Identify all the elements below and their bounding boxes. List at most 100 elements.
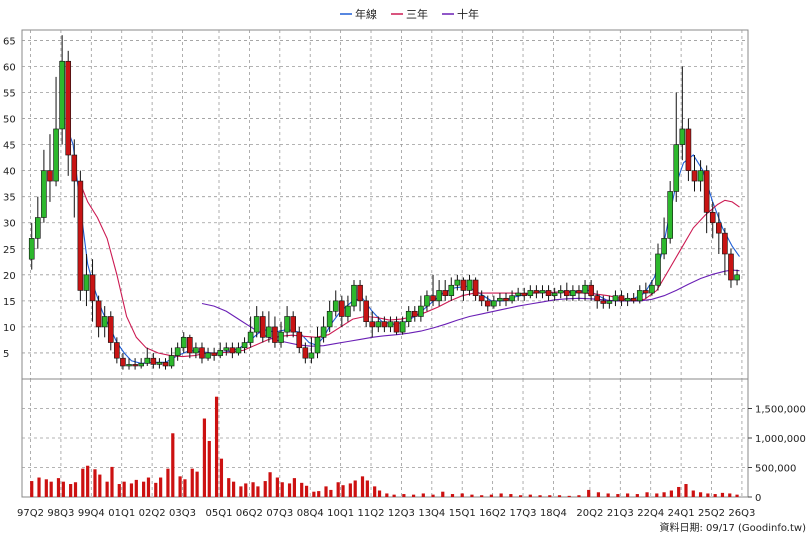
candle-body bbox=[533, 290, 540, 294]
price-plot-area bbox=[21, 29, 749, 380]
volume-bar bbox=[275, 477, 279, 497]
x-tick-label: 11Q2 bbox=[358, 508, 385, 519]
volume-bar bbox=[268, 472, 272, 497]
chart-legend: 年線 三年 十年 bbox=[340, 7, 479, 21]
candle-body bbox=[539, 290, 546, 294]
price-grid bbox=[22, 30, 748, 379]
volume-bar bbox=[728, 493, 732, 497]
candle-body bbox=[655, 253, 661, 286]
x-tick-label: 18Q4 bbox=[540, 508, 567, 519]
ma-line-十年 bbox=[201, 269, 740, 347]
candle-body bbox=[302, 347, 309, 359]
candle-body bbox=[241, 342, 248, 349]
candle-body bbox=[430, 295, 436, 302]
volume-bar bbox=[178, 476, 182, 497]
candle-body bbox=[162, 362, 169, 367]
candle-body bbox=[399, 321, 406, 333]
volume-bar bbox=[606, 493, 610, 497]
candle-body bbox=[205, 352, 211, 359]
candle-body bbox=[497, 297, 503, 302]
candle-body bbox=[296, 331, 303, 349]
x-tick-label: 12Q3 bbox=[388, 508, 415, 519]
x-tick-label: 98Q3 bbox=[47, 508, 74, 519]
candle-body bbox=[564, 290, 570, 296]
candle-body bbox=[326, 310, 333, 328]
volume-tick-label: 1,500,000 bbox=[755, 405, 806, 416]
candle-body bbox=[624, 297, 631, 302]
candle-body bbox=[229, 347, 236, 354]
volume-bar bbox=[129, 483, 134, 497]
candle-body bbox=[436, 290, 442, 302]
candle-body bbox=[53, 128, 59, 182]
volume-bar bbox=[93, 469, 97, 497]
x-tick-label: 17Q3 bbox=[510, 508, 537, 519]
volume-bar bbox=[341, 485, 345, 497]
volume-bars bbox=[30, 396, 739, 497]
volume-bar bbox=[312, 491, 316, 497]
volume-bar bbox=[56, 478, 61, 497]
volume-bar bbox=[300, 482, 304, 497]
candle-body bbox=[381, 321, 388, 328]
candle-body bbox=[120, 357, 126, 367]
candle-body bbox=[59, 60, 65, 130]
candle-body bbox=[332, 300, 339, 312]
legend-label: 三年 bbox=[406, 7, 428, 21]
volume-bar bbox=[69, 484, 73, 497]
candle-body bbox=[351, 284, 357, 307]
candle-body bbox=[193, 347, 199, 354]
candle-body bbox=[630, 297, 637, 302]
candle-body bbox=[551, 292, 558, 296]
volume-bar bbox=[202, 418, 207, 497]
volume-bar bbox=[336, 482, 340, 497]
volume-bar bbox=[81, 468, 85, 497]
volume-bar bbox=[655, 493, 659, 497]
x-tick-label: 07Q3 bbox=[266, 508, 293, 519]
price-tick-label: 40 bbox=[3, 167, 16, 178]
volume-bar bbox=[37, 477, 41, 497]
volume-bar bbox=[324, 486, 328, 497]
price-tick-label: 5 bbox=[3, 349, 9, 360]
candle-body bbox=[709, 212, 716, 224]
x-tick-label: 99Q4 bbox=[78, 508, 105, 519]
candle-body bbox=[716, 222, 722, 234]
price-panel: 5 10 15 20 25 30 35 40 45 50 55 60 65 bbox=[3, 29, 749, 380]
candle-body bbox=[673, 144, 680, 192]
volume-bar bbox=[263, 481, 267, 497]
candlesticks bbox=[28, 35, 740, 370]
price-y-axis: 5 10 15 20 25 30 35 40 45 50 55 60 65 bbox=[3, 36, 16, 360]
x-tick-label: 97Q2 bbox=[17, 508, 44, 519]
x-axis: 97Q2 98Q3 99Q4 01Q1 02Q2 03Q3 05Q1 06Q2 07Q3 08Q4… bbox=[17, 508, 755, 519]
volume-bar bbox=[421, 493, 425, 497]
candle-body bbox=[144, 357, 151, 364]
volume-bar bbox=[207, 440, 211, 497]
candle-body bbox=[217, 350, 224, 356]
candle-body bbox=[369, 321, 376, 328]
candle-body bbox=[503, 297, 509, 302]
candle-body bbox=[728, 253, 734, 281]
volume-bar bbox=[353, 480, 357, 497]
candle-body bbox=[363, 300, 369, 323]
volume-bar bbox=[256, 486, 260, 497]
price-tick-label: 35 bbox=[3, 193, 16, 204]
volume-bar bbox=[691, 490, 695, 497]
candle-body bbox=[418, 305, 424, 317]
candle-body bbox=[527, 290, 534, 296]
volume-bar bbox=[385, 493, 389, 497]
candle-body bbox=[199, 347, 205, 359]
candle-body bbox=[491, 300, 497, 307]
candle-body bbox=[132, 364, 138, 367]
volume-bar bbox=[44, 479, 48, 497]
candle-body bbox=[174, 347, 181, 356]
x-tick-label: 08Q4 bbox=[297, 508, 324, 519]
volume-bar bbox=[244, 483, 248, 497]
volume-bar bbox=[61, 481, 65, 497]
candle-body bbox=[454, 279, 461, 286]
candle-body bbox=[278, 331, 284, 343]
candle-body bbox=[643, 290, 649, 294]
volume-bar bbox=[669, 490, 673, 497]
volume-bar bbox=[577, 495, 581, 497]
candle-body bbox=[223, 347, 230, 351]
price-tick-label: 45 bbox=[3, 141, 16, 152]
